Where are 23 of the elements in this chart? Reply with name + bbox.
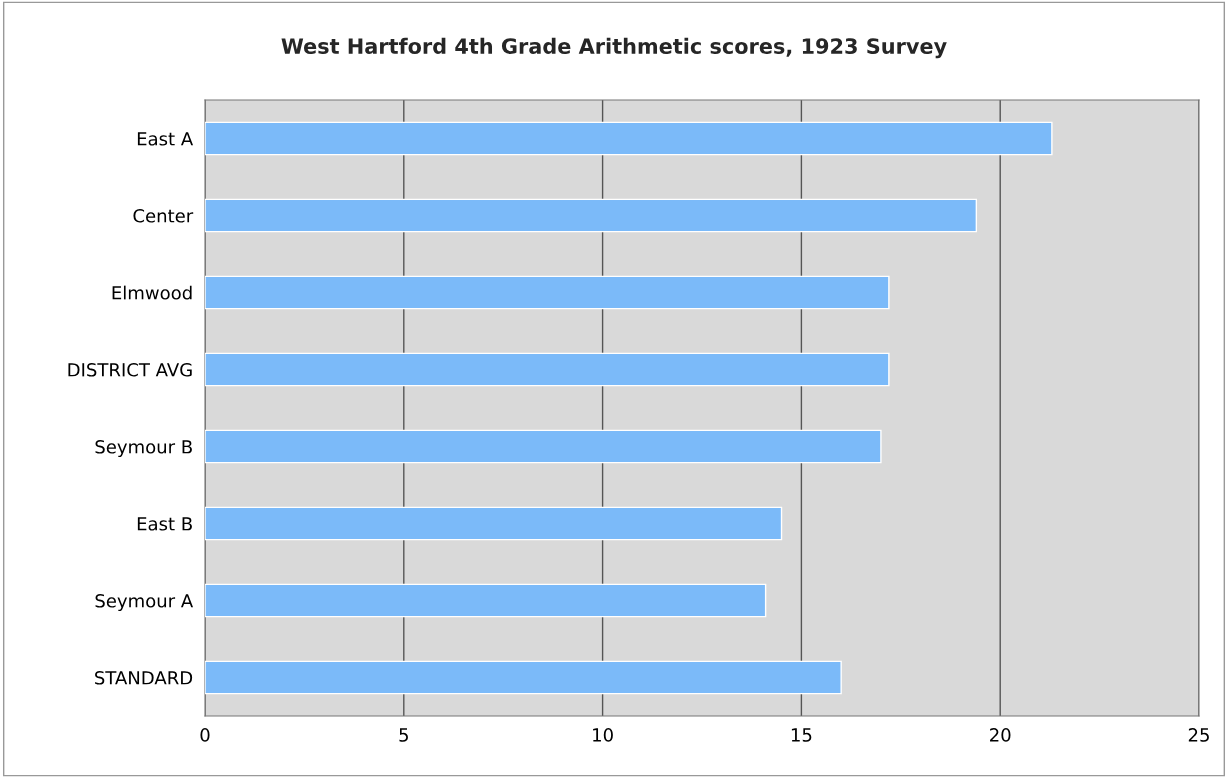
- y-tick-label: East A: [137, 132, 194, 146]
- bar: [205, 121, 1053, 156]
- bar: [205, 660, 842, 695]
- bar: [205, 352, 890, 387]
- y-tick-label: DISTRICT AVG: [68, 362, 192, 377]
- y-tick-label: East B: [137, 517, 192, 531]
- x-tick-label: 5: [399, 728, 408, 742]
- x-tick-label: 15: [791, 728, 812, 742]
- y-tick-label: Elmwood: [112, 285, 192, 300]
- x-tick-label: 10: [593, 728, 613, 742]
- bar: [205, 198, 978, 233]
- bar: [205, 429, 882, 464]
- y-tick-label: Center: [133, 208, 194, 223]
- y-tick-label: STANDARD: [95, 670, 193, 685]
- y-tick-label: Seymour B: [95, 439, 192, 458]
- x-tick-label: 20: [990, 728, 1011, 742]
- x-tick-label: 0: [200, 728, 210, 742]
- y-tick-label: Seymour A: [95, 593, 194, 612]
- bar: [205, 506, 783, 541]
- chart-title: West Hartford 4th Grade Arithmetic scores, 1923 Survey: [281, 37, 947, 59]
- bar: [205, 275, 890, 310]
- bar: [205, 583, 767, 618]
- x-tick-label: 25: [1188, 728, 1209, 742]
